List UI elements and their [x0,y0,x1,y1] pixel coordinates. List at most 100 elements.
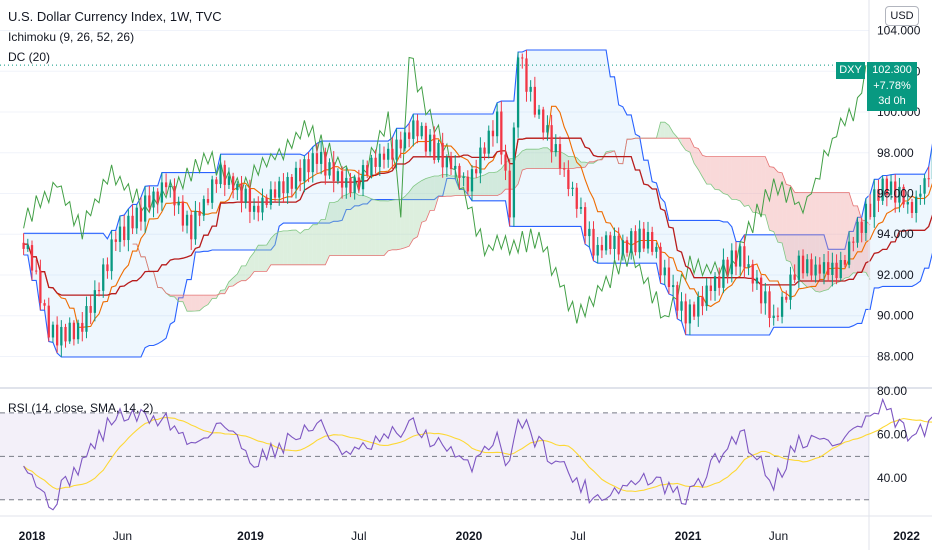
candle-body [713,276,717,291]
cloud-segment [492,171,498,196]
candle-body [521,57,524,59]
candle-body [671,285,675,288]
cloud-segment [296,230,301,265]
ichimoku-legend[interactable]: Ichimoku (9, 26, 52, 26) [8,30,135,44]
cloud-segment [249,252,255,278]
candle-body [319,151,323,164]
cloud-segment [425,177,431,221]
candle-body [60,326,63,346]
candle-body [579,207,583,209]
donchian-legend[interactable]: DC (20) [8,50,51,64]
cloud-segment [312,224,317,265]
cloud-segment [208,295,213,305]
candle-body [198,210,201,216]
candle-body [143,195,147,222]
cloud-segment [476,176,481,196]
cloud-segment [316,219,322,265]
candle-body [588,228,591,237]
cloud-segment [744,156,749,207]
cloud-segment [329,202,334,256]
candle-body [366,165,369,176]
candle-body [102,264,105,291]
candle-body [227,176,231,185]
candle-body [118,226,122,242]
candle-body [22,242,25,249]
cloud-segment [752,156,757,213]
currency-button[interactable]: USD [885,6,919,26]
candle-body [43,303,46,306]
price-tick-label: 98.000 [877,146,914,160]
candle-body [89,306,92,313]
cloud-segment [840,192,845,282]
cloud-segment [354,192,359,256]
candle-body [885,178,888,195]
candle-body [282,181,285,194]
cloud-segment [409,186,414,247]
cloud-segment [404,192,410,248]
cloud-segment [304,229,309,265]
candle-body [357,177,361,190]
cloud-segment [266,238,271,272]
candle-body [831,262,834,275]
bar-countdown: 3d 0h [878,95,906,107]
rsi-ma-line [23,416,932,493]
cloud-segment [287,230,292,265]
cloud-segment [811,192,816,292]
cloud-segment [564,153,569,169]
candle-body [764,291,767,304]
candle-body [772,315,775,318]
candle-body [726,259,729,275]
candle-body [596,244,599,256]
candle-body [818,264,821,274]
cloud-segment [421,178,426,223]
candle-body [881,178,884,201]
cloud-segment [275,231,280,265]
cloud-segment [199,295,204,311]
candle-body [692,304,696,317]
candle-body [265,197,268,205]
candle-body [324,151,327,176]
candle-body [123,226,126,241]
candle-body [856,221,859,243]
time-tick-label: 2020 [456,529,483,543]
candle-body [26,245,29,249]
donchian-fill [23,50,932,357]
candle-body [349,177,352,193]
candle-body [847,241,851,265]
candle-body [257,205,260,213]
candle-body [642,228,645,249]
cloud-segment [187,295,192,312]
candle-body [236,183,239,191]
rsi-legend[interactable]: RSI (14, close, SMA, 14, 2) [8,401,154,415]
candle-body [701,296,704,307]
candle-body [734,250,738,267]
cloud-segment [321,219,326,265]
candle-body [814,264,817,276]
cloud-segment [706,156,711,185]
cloud-segment [308,224,313,265]
candle-body [705,285,708,307]
candle-body [730,250,733,275]
cloud-segment [740,156,745,207]
price-change: +7.78% [873,79,911,92]
candle-body [877,189,880,201]
rsi-tick-label: 80.00 [877,384,907,398]
candle-body [630,231,633,253]
candle-body [148,195,151,208]
cloud-segment [782,172,787,261]
candle-body [487,130,490,154]
cloud-segment [572,156,577,169]
candle-body [894,181,897,203]
candle-body [483,147,486,154]
candle-body [646,232,650,249]
candle-body [97,290,101,292]
candle-body [407,132,411,139]
cloud-segment [522,149,527,171]
candle-body [169,185,172,188]
candle-body [688,304,692,324]
time-tick-label: 2018 [19,529,46,543]
cloud-segment [237,265,242,283]
cloud-segment [689,138,695,164]
cloud-segment [455,176,460,196]
